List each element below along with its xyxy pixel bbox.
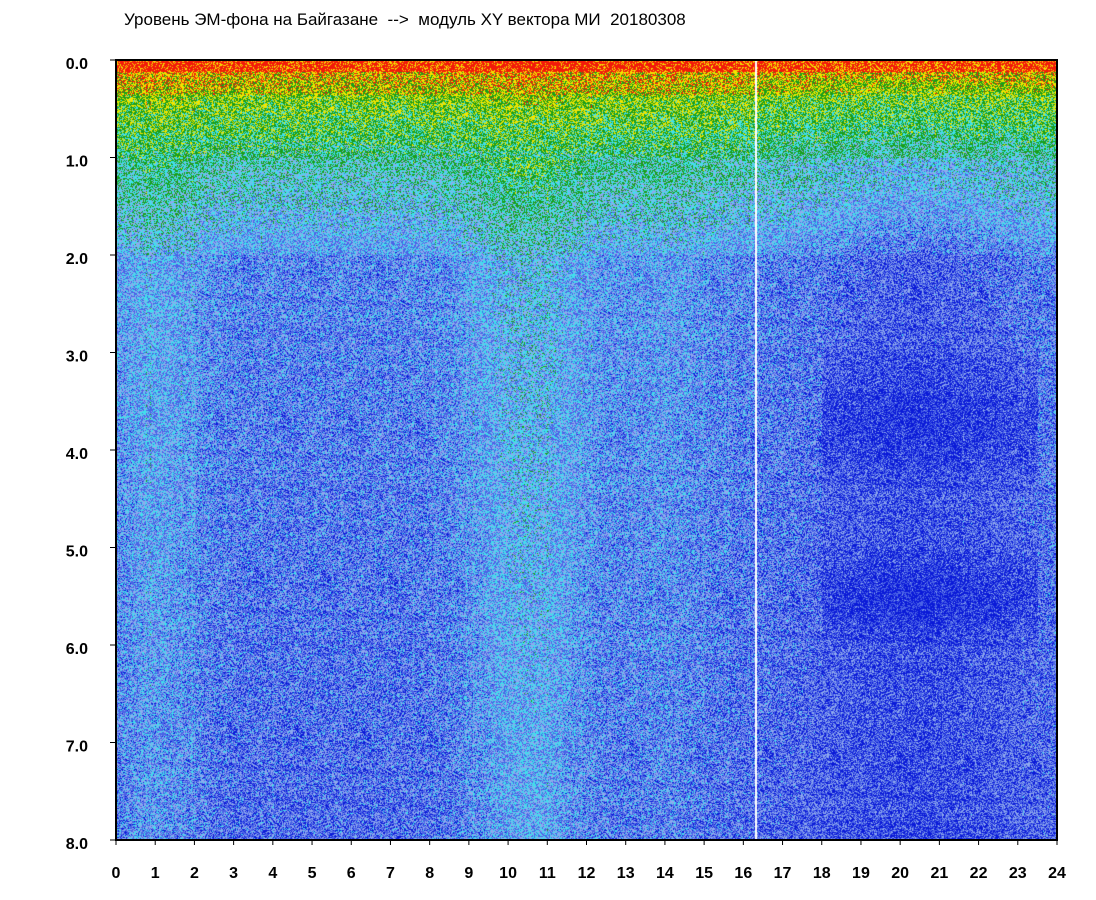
x-tick-label: 21: [930, 865, 948, 882]
x-tick-label: 24: [1048, 865, 1066, 882]
y-tick-label: 4.0: [66, 446, 88, 463]
x-tick-label: 1: [151, 865, 160, 882]
x-tick-label: 22: [970, 865, 988, 882]
y-axis: 0.0 1.0 2.0 3.0 4.0 5.0 6.0 7.0 8.0: [66, 56, 116, 853]
x-tick-label: 2: [190, 865, 199, 882]
plot-area: [116, 60, 1057, 840]
x-tick-label: 0: [112, 865, 121, 882]
chart-title: Уровень ЭМ-фона на Байгазане --> модуль …: [124, 10, 686, 29]
x-tick-label: 17: [774, 865, 792, 882]
x-tick-label: 19: [852, 865, 870, 882]
x-tick-label: 14: [656, 865, 674, 882]
y-tick-label: 8.0: [66, 836, 88, 853]
x-tick-label: 5: [308, 865, 317, 882]
x-tick-label: 3: [229, 865, 238, 882]
x-tick-label: 9: [464, 865, 473, 882]
y-tick-label: 5.0: [66, 544, 88, 561]
x-tick-label: 6: [347, 865, 356, 882]
x-tick-label: 8: [425, 865, 434, 882]
x-tick-label: 15: [695, 865, 713, 882]
y-tick-label: 6.0: [66, 641, 88, 658]
x-tick-label: 4: [268, 865, 277, 882]
y-tick-label: 7.0: [66, 739, 88, 756]
x-tick-label: 10: [499, 865, 517, 882]
y-tick-label: 0.0: [66, 56, 88, 73]
y-tick-label: 2.0: [66, 251, 88, 268]
heatmap-cells: [116, 60, 1057, 840]
x-tick-label: 20: [891, 865, 909, 882]
y-tick-label: 3.0: [66, 349, 88, 366]
x-tick-label: 7: [386, 865, 395, 882]
x-tick-label: 11: [539, 865, 556, 882]
x-tick-label: 13: [617, 865, 635, 882]
x-tick-label: 12: [578, 865, 596, 882]
y-tick-label: 1.0: [66, 154, 88, 171]
x-tick-label: 23: [1009, 865, 1027, 882]
x-tick-label: 18: [813, 865, 831, 882]
x-axis: 0 1 2 3 4 5 6 7 8 9 10 11 12 13 14 15 16 17 18 19 20 21 22 23 24: [112, 840, 1066, 882]
x-tick-label: 16: [734, 865, 752, 882]
